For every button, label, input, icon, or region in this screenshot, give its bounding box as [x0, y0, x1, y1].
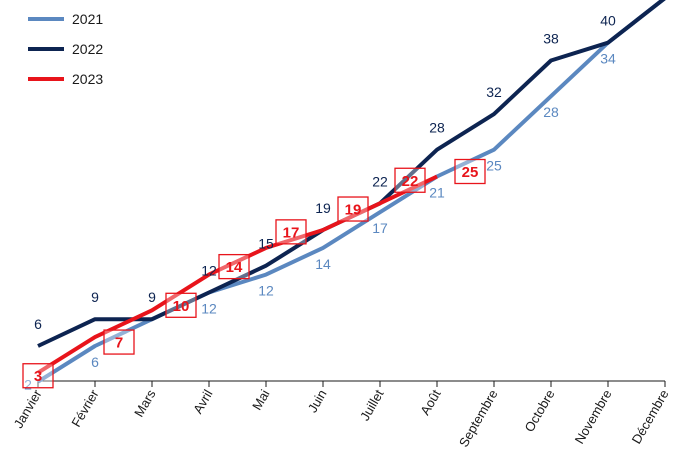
x-tick-label: Avril: [190, 387, 216, 416]
data-label-text: 7: [115, 335, 123, 352]
legend-label-2021: 2021: [72, 11, 103, 27]
legend-label-2023: 2023: [72, 71, 103, 87]
data-label-2022: 9: [148, 289, 156, 305]
data-label-text: 17: [283, 224, 300, 241]
x-tick-label: Novembre: [572, 387, 615, 446]
x-tick-label: Septembre: [456, 387, 501, 450]
data-label-text: 14: [226, 259, 243, 276]
data-label-2023: 22: [394, 167, 426, 193]
data-label-2022: 40: [600, 13, 616, 29]
data-label-2021: 25: [486, 158, 502, 174]
data-label-2022: 6: [34, 316, 42, 332]
data-label-text: 19: [345, 202, 362, 219]
data-label-2021: 17: [372, 220, 388, 236]
data-label-box: [394, 167, 426, 193]
data-label-2022: 28: [429, 120, 445, 136]
data-label-2023: 17: [275, 219, 307, 245]
data-label-2021: 28: [543, 104, 559, 120]
series-line-2022: [37, 0, 666, 348]
x-tick-label: Juillet: [357, 387, 387, 424]
x-tick-label: Août: [417, 387, 444, 418]
data-label-box: [218, 253, 250, 280]
data-label-2022: 15: [258, 236, 274, 252]
legend-label-2022: 2022: [72, 41, 103, 57]
data-label-text: 10: [173, 298, 190, 315]
data-label-2022: 32: [486, 84, 502, 100]
series-lines: [36, 0, 666, 384]
data-label-box: [275, 219, 307, 245]
data-label-2021: 2: [24, 377, 32, 393]
data-label-box: [103, 329, 135, 355]
data-label-2022: 12: [201, 262, 217, 278]
x-tick-label: Mai: [249, 387, 273, 413]
data-label-2021: 34: [600, 51, 616, 67]
data-label-2021: 12: [201, 300, 217, 316]
data-label-box: [165, 292, 197, 318]
data-label-2022: 9: [91, 289, 99, 305]
data-label-2021: 14: [315, 256, 331, 272]
data-label-box: [454, 158, 486, 185]
x-tick-label: Février: [68, 386, 102, 429]
data-label-2023: 19: [337, 196, 369, 222]
data-label-2023: 7: [103, 329, 135, 355]
data-label-text: 25: [462, 164, 479, 181]
data-labels: 2612121417212528344069912151922283238404…: [22, 13, 616, 393]
x-tick-label: Octobre: [521, 387, 557, 435]
data-label-2021: 6: [91, 354, 99, 370]
data-label-text: 3: [34, 368, 42, 385]
data-label-2022: 19: [315, 200, 331, 216]
data-label-2023: 3: [22, 363, 54, 389]
x-tick-label: Juin: [305, 387, 330, 415]
data-label-2023: 10: [165, 292, 197, 318]
data-label-2021: 12: [258, 283, 274, 299]
data-label-box: [337, 196, 369, 222]
data-label-2023: 14: [218, 253, 250, 280]
data-label-2022: 38: [543, 31, 559, 47]
x-tick-label: Décembre: [629, 387, 672, 446]
x-tick-label: Janvier: [11, 386, 45, 430]
data-label-text: 22: [402, 173, 419, 190]
data-label-2021: 21: [429, 185, 445, 201]
legend: 2021 2022 2023: [28, 11, 103, 87]
series-line-2021: [36, 0, 666, 384]
data-label-2022: 22: [372, 173, 388, 189]
data-label-box: [22, 363, 54, 389]
data-label-2023: 25: [454, 158, 486, 185]
x-axis-ticks: Janvier Février Mars Avril Mai Juin Juillet Aoû…: [11, 381, 672, 450]
x-tick-label: Mars: [131, 387, 159, 420]
